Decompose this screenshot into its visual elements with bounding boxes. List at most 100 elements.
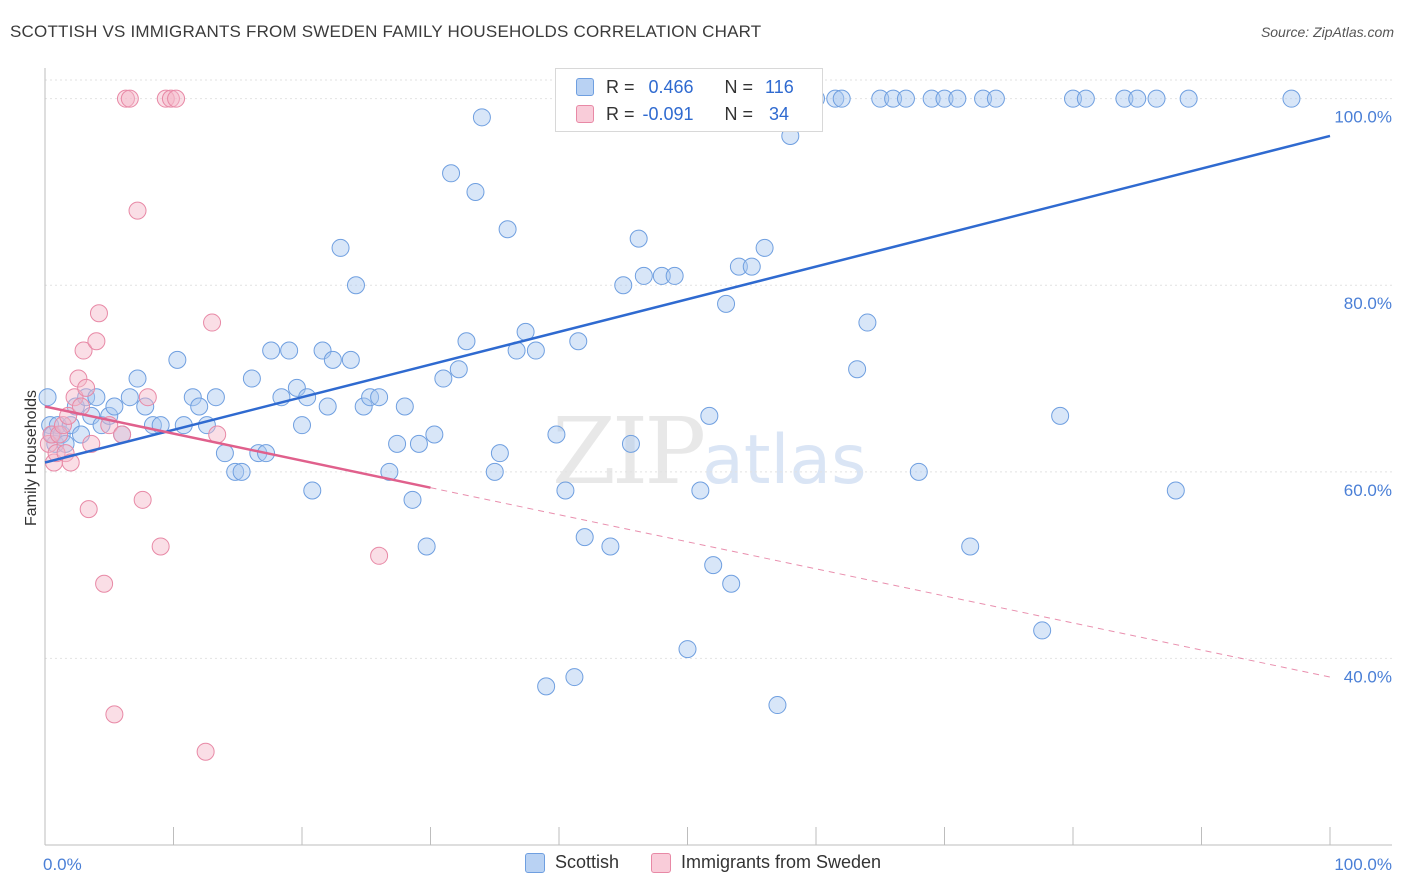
legend-n-value-scottish: 116 [765,76,794,97]
series-label-sweden: Immigrants from Sweden [680,852,882,872]
point-scottish [629,229,648,248]
point-scottish [1033,621,1052,640]
trendline-dashed-sweden [430,487,1331,678]
x-tick-label-end: 100.0% [1334,855,1392,874]
point-scottish [190,397,209,416]
point-scottish [380,462,399,481]
point-scottish [490,444,509,463]
point-scottish [442,164,461,183]
point-scottish [48,416,67,435]
point-scottish [323,350,342,369]
point-scottish [232,462,251,481]
point-scottish [242,369,261,388]
point-scottish [935,89,954,108]
legend-r-value-scottish: 0.466 [648,76,694,97]
point-sweden [128,201,147,220]
point-scottish [92,416,111,435]
point-scottish [826,89,845,108]
point-scottish [1064,89,1082,108]
point-scottish [704,556,723,575]
point-scottish [354,397,373,416]
point-scottish [832,89,851,108]
y-tick-label: 60.0% [1344,481,1392,500]
point-sweden [105,705,124,724]
point-scottish [722,574,741,593]
point-scottish [370,388,389,407]
point-scottish [120,388,139,407]
point-sweden [120,89,139,108]
point-scottish [614,276,633,295]
point-scottish [168,350,187,369]
point-scottish [1128,89,1147,108]
point-scottish [280,341,299,360]
point-scottish [974,89,993,108]
point-scottish [556,481,575,500]
point-sweden [167,89,186,108]
point-scottish [665,266,684,285]
point-scottish [922,89,941,108]
point-sweden [69,369,88,388]
trendline-sweden [44,405,431,489]
point-sweden [161,89,180,108]
point-scottish [87,388,106,407]
point-sweden [79,500,98,519]
point-scottish [434,369,453,388]
series-legend-sweden[interactable]: Immigrants from Sweden [650,852,882,873]
series-swatch-scottish [524,852,545,873]
point-scottish [485,462,504,481]
chart-title: SCOTTISH VS IMMIGRANTS FROM SWEDEN FAMIL… [10,22,762,41]
point-scottish [346,276,365,295]
y-tick-label: 40.0% [1344,667,1392,686]
point-scottish [331,238,350,257]
series-legend-scottish[interactable]: Scottish [524,852,619,873]
point-scottish [547,425,566,444]
watermark: ZIPatlas [552,398,867,505]
point-sweden [89,304,108,323]
legend-row-sweden: R = -0.091 N = 34 [576,101,789,127]
point-scottish [884,89,903,108]
point-scottish [1115,89,1134,108]
legend-swatch-scottish [576,78,594,96]
point-scottish [287,378,306,397]
point-scottish [848,360,867,379]
point-scottish [466,182,485,201]
point-scottish [691,481,710,500]
point-scottish [1282,89,1301,108]
series-label-scottish: Scottish [554,852,619,872]
trendline-scottish [44,134,1331,464]
watermark-zip: ZIP [552,398,706,505]
point-scottish [575,528,594,547]
point-sweden [196,742,215,761]
point-scottish [105,397,124,416]
point-scottish [293,416,311,435]
point-scottish [565,668,584,687]
point-scottish [634,266,653,285]
point-scottish [183,388,202,407]
x-tick-label-start: 0.0% [43,855,82,874]
legend-r-label: R = [606,103,635,124]
point-sweden [133,490,152,509]
legend-n-value-sweden: 34 [769,103,790,124]
legend-row-scottish: R = 0.466 N = 116 [576,74,794,100]
point-scottish [38,388,57,407]
point-scottish [742,257,761,276]
point-sweden [151,537,170,556]
point-scottish [472,108,491,127]
point-scottish [621,434,640,453]
point-scottish [46,434,65,453]
legend-n-label: N = [724,103,754,124]
point-scottish [909,462,928,481]
point-scottish [215,444,234,463]
y-tick-label: 100.0% [1334,108,1392,127]
point-scottish [409,434,428,453]
point-scottish [417,537,436,556]
point-scottish [871,89,890,108]
point-sweden [138,388,157,407]
point-scottish [1076,89,1095,108]
point-scottish [961,537,980,556]
point-scottish [498,220,517,239]
point-sweden [95,574,114,593]
point-scottish [403,490,422,509]
point-sweden [203,313,222,332]
